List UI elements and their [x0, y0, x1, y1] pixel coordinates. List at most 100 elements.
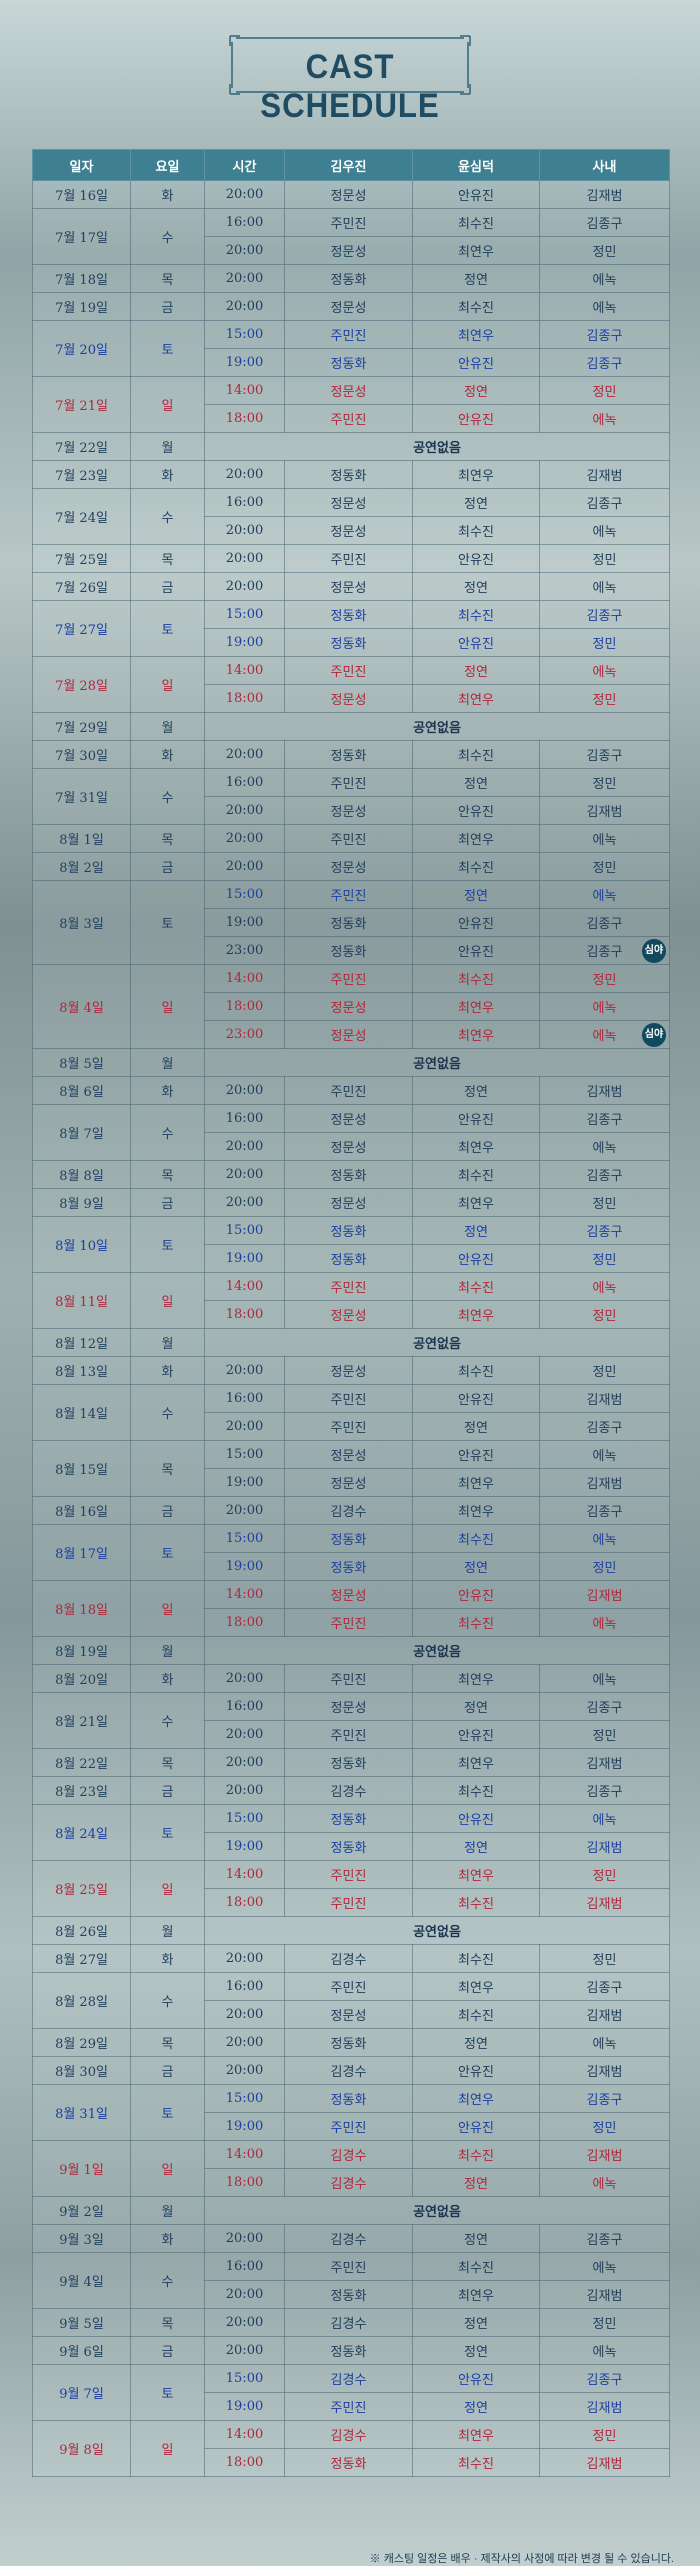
table-row: 20:00 정문성 최수진 에녹 [33, 516, 670, 545]
date-cell: 8월 4일 [32, 964, 131, 1049]
weekday-cell: 목 [130, 544, 205, 573]
cast-man-cell: 김종구 [539, 348, 670, 377]
cast-man-cell: 김재범 [539, 1748, 670, 1777]
time-cell: 20:00 [204, 1776, 285, 1805]
cast-kim-woojin-cell: 주민진 [284, 880, 413, 909]
table-row: 9월 3일 화 20:00 김경수 정연 김종구 [32, 2224, 670, 2253]
date-cell: 8월 19일 [32, 1636, 131, 1665]
no-performance-cell: 공연없음 [204, 1048, 670, 1077]
time-cell: 20:00 [204, 796, 285, 825]
time-cell: 20:00 [204, 2336, 285, 2365]
weekday-cell: 토 [130, 320, 205, 377]
time-cell: 14:00 [204, 1860, 285, 1889]
cast-man-cell: 에녹 [539, 2336, 670, 2365]
cast-man-cell: 에녹 [539, 1804, 670, 1833]
cast-man-cell: 김종구 [539, 488, 670, 517]
weekday-cell: 금 [130, 1776, 205, 1805]
table-row: 9월 7일 토 15:00 김경수 안유진 김종구 [32, 2364, 670, 2421]
cast-kim-woojin-cell: 주민진 [284, 1860, 413, 1889]
time-cell: 14:00 [204, 2420, 285, 2449]
cast-man-cell: 김종구 [539, 320, 670, 349]
time-cell: 20:00 [204, 1356, 285, 1385]
cast-yoon-simdeok-cell: 정연 [412, 2224, 540, 2253]
no-performance-cell: 공연없음 [204, 1328, 670, 1357]
time-cell: 15:00 [204, 2364, 285, 2393]
cast-kim-woojin-cell: 정동화 [284, 2028, 413, 2057]
cast-kim-woojin-cell: 정문성 [284, 2000, 413, 2029]
cast-yoon-simdeok-cell: 정연 [412, 1412, 540, 1441]
time-cell: 20:00 [204, 236, 285, 265]
time-cell: 14:00 [204, 964, 285, 993]
table-row: 20:00 정문성 안유진 김재범 [33, 796, 670, 825]
table-row: 7월 23일 화 20:00 정동화 최연우 김재범 [32, 460, 670, 489]
cast-kim-woojin-cell: 주민진 [284, 544, 413, 573]
date-cell: 8월 25일 [32, 1860, 131, 1917]
table-row: 8월 28일 수 16:00 주민진 최연우 김종구 [32, 1972, 670, 2029]
time-cell: 18:00 [204, 2448, 285, 2477]
cast-man-cell: 에녹 [539, 1608, 670, 1637]
time-cell: 20:00 [204, 1188, 285, 1217]
time-cell: 20:00 [204, 1664, 285, 1693]
time-cell: 15:00 [204, 2084, 285, 2113]
weekday-cell: 수 [130, 488, 205, 545]
cast-yoon-simdeok-cell: 최수진 [412, 740, 540, 769]
date-cell: 8월 30일 [32, 2056, 131, 2085]
cast-kim-woojin-cell: 정동화 [284, 2084, 413, 2113]
date-cell: 9월 1일 [32, 2140, 131, 2197]
cast-man-cell: 김재범 [539, 2000, 670, 2029]
cast-man-cell: 에녹 [539, 824, 670, 853]
date-cell: 8월 20일 [32, 1664, 131, 1693]
date-cell: 8월 14일 [32, 1384, 131, 1441]
table-row: 19:00 정동화 안유진 김종구 [33, 348, 670, 377]
time-cell: 20:00 [204, 1160, 285, 1189]
date-cell: 7월 23일 [32, 460, 131, 489]
weekday-cell: 화 [130, 1944, 205, 1973]
cast-man-cell: 김종구 [539, 208, 670, 237]
time-cell: 20:00 [204, 2224, 285, 2253]
weekday-cell: 화 [130, 740, 205, 769]
weekday-cell: 화 [130, 1664, 205, 1693]
time-cell: 20:00 [204, 180, 285, 209]
time-cell: 14:00 [204, 1580, 285, 1609]
cast-yoon-simdeok-cell: 안유진 [412, 1580, 540, 1609]
cast-kim-woojin-cell: 정동화 [284, 1160, 413, 1189]
table-row: 9월 8일 일 14:00 김경수 최연우 정민 [32, 2420, 670, 2477]
date-cell: 8월 18일 [32, 1580, 131, 1637]
time-cell: 20:00 [204, 544, 285, 573]
time-cell: 20:00 [204, 1496, 285, 1525]
date-cell: 7월 20일 [32, 320, 131, 377]
cast-kim-woojin-cell: 정문성 [284, 684, 413, 713]
cast-yoon-simdeok-cell: 정연 [412, 2028, 540, 2057]
date-cell: 9월 8일 [32, 2420, 131, 2477]
cast-man-cell: 정민 [539, 684, 670, 713]
time-cell: 20:00 [204, 1748, 285, 1777]
time-cell: 14:00 [204, 656, 285, 685]
time-cell: 23:00 [204, 1020, 285, 1049]
date-cell: 8월 8일 [32, 1160, 131, 1189]
cast-kim-woojin-cell: 정동화 [284, 2336, 413, 2365]
weekday-cell: 월 [130, 1328, 205, 1357]
weekday-cell: 일 [130, 376, 205, 433]
cast-yoon-simdeok-cell: 최연우 [412, 236, 540, 265]
cast-kim-woojin-cell: 주민진 [284, 2252, 413, 2281]
time-cell: 20:00 [204, 1132, 285, 1161]
cast-man-cell: 에녹 [539, 1440, 670, 1469]
time-cell: 19:00 [204, 2392, 285, 2421]
table-row: 8월 10일 토 15:00 정동화 정연 김종구 [32, 1216, 670, 1273]
weekday-cell: 토 [130, 880, 205, 965]
weekday-cell: 수 [130, 2252, 205, 2309]
time-cell: 14:00 [204, 2140, 285, 2169]
cast-man-cell: 김종구 [539, 1972, 670, 2001]
weekday-cell: 일 [130, 2420, 205, 2477]
weekday-cell: 목 [130, 824, 205, 853]
date-cell: 7월 16일 [32, 180, 131, 209]
cast-yoon-simdeok-cell: 정연 [412, 880, 540, 909]
weekday-cell: 일 [130, 1860, 205, 1917]
cast-yoon-simdeok-cell: 최연우 [412, 992, 540, 1021]
cast-kim-woojin-cell: 정동화 [284, 1524, 413, 1553]
cast-yoon-simdeok-cell: 최수진 [412, 1776, 540, 1805]
time-cell: 20:00 [204, 2028, 285, 2057]
cast-man-cell: 정민 [539, 1356, 670, 1385]
weekday-cell: 일 [130, 1580, 205, 1637]
cast-kim-woojin-cell: 정문성 [284, 376, 413, 405]
